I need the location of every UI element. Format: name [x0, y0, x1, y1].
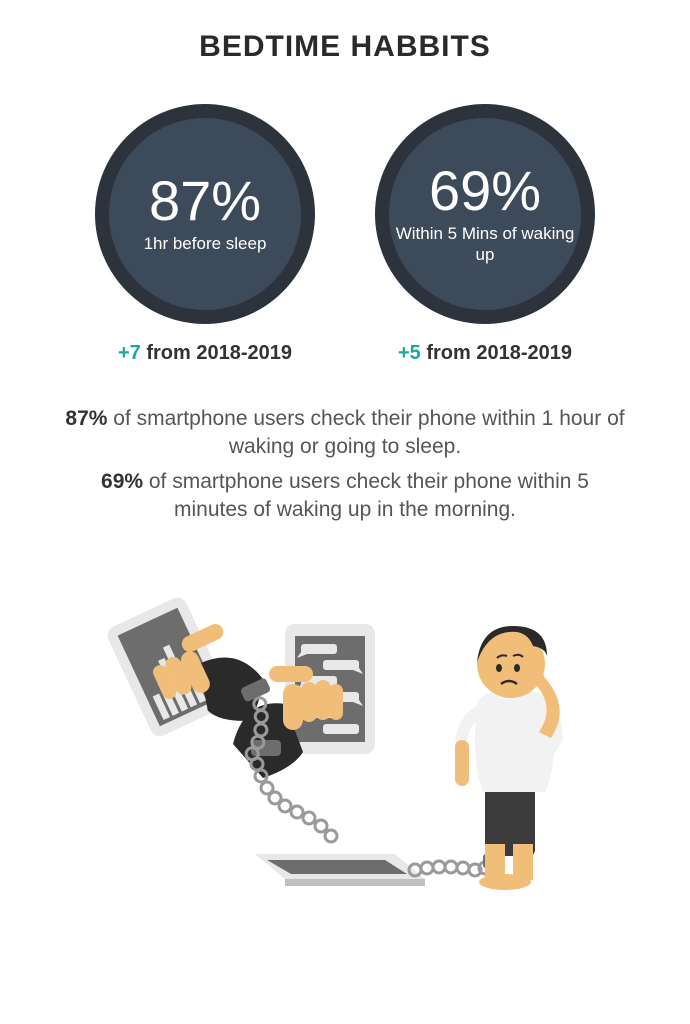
circle-2-label: Within 5 Mins of waking up: [393, 223, 577, 266]
circle-graphic-1: 87% 1hr before sleep: [95, 104, 315, 324]
body-line1-rest: of smartphone users check their phone wi…: [107, 407, 624, 458]
body-line1-pct: 87%: [65, 407, 107, 430]
circle-2-delta-value: +5: [398, 342, 421, 364]
stat-circles-row: 87% 1hr before sleep +7 from 2018-2019 6…: [50, 104, 640, 365]
circle-1-delta-text: from 2018-2019: [141, 342, 292, 364]
circle-1-delta-value: +7: [118, 342, 141, 364]
circle-1-percent: 87%: [144, 173, 267, 229]
stat-circle-1: 87% 1hr before sleep +7 from 2018-2019: [95, 104, 315, 365]
addiction-illustration: [85, 554, 605, 894]
stat-circle-2: 69% Within 5 Mins of waking up +5 from 2…: [375, 104, 595, 365]
circle-graphic-2: 69% Within 5 Mins of waking up: [375, 104, 595, 324]
circle-1-label: 1hr before sleep: [144, 233, 267, 254]
circle-1-delta: +7 from 2018-2019: [118, 342, 292, 365]
page-title: BEDTIME HABBITS: [50, 30, 640, 64]
body-line2-pct: 69%: [101, 470, 143, 493]
circle-2-delta: +5 from 2018-2019: [398, 342, 572, 365]
circle-2-delta-text: from 2018-2019: [421, 342, 572, 364]
circle-2-percent: 69%: [393, 163, 577, 219]
body-line2-rest: of smartphone users check their phone wi…: [143, 470, 589, 521]
body-text: 87% of smartphone users check their phon…: [65, 405, 625, 524]
illustration-svg: [85, 554, 605, 894]
